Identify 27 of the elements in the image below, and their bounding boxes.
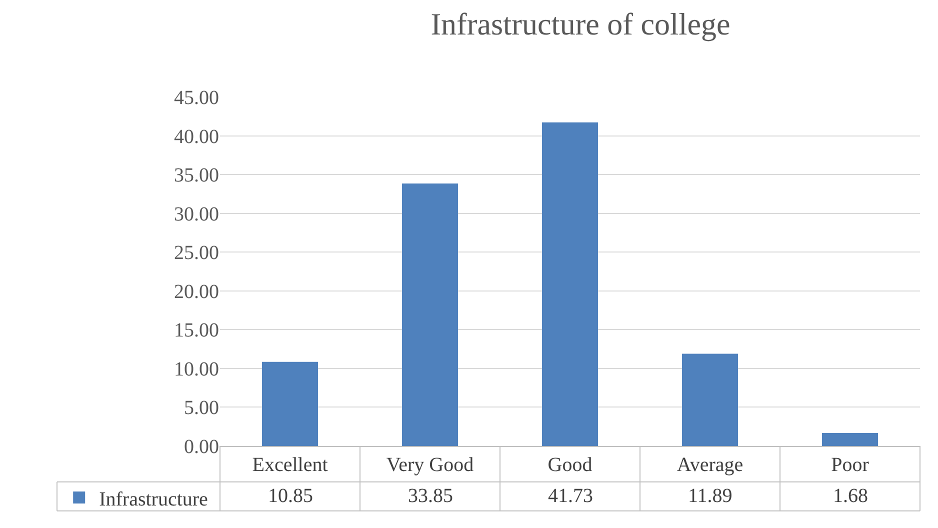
x-tick-label: Excellent xyxy=(252,454,328,476)
y-tick-label: 20.00 xyxy=(174,280,219,303)
data-label: 11.89 xyxy=(688,485,732,507)
bar xyxy=(262,362,318,446)
y-tick-label: 30.00 xyxy=(174,203,219,226)
y-tick-label: 40.00 xyxy=(174,126,219,148)
x-tick-label: Poor xyxy=(831,454,870,476)
bar xyxy=(542,122,598,446)
y-tick-label: 10.00 xyxy=(174,358,219,380)
chart-title: Infrastructure of college xyxy=(430,6,730,42)
bar xyxy=(822,432,878,446)
x-tick-label: Very Good xyxy=(386,454,474,476)
bar xyxy=(682,354,738,446)
data-label: 33.85 xyxy=(408,485,453,507)
x-tick-label: Average xyxy=(676,454,744,476)
data-label: 10.85 xyxy=(268,485,313,507)
y-tick-label: 45.00 xyxy=(174,87,219,109)
bar xyxy=(402,183,458,446)
y-tick-label: 25.00 xyxy=(174,242,219,264)
legend-label: Infrastructure xyxy=(99,488,208,510)
y-tick-label: 5.00 xyxy=(184,397,219,420)
y-tick-label: 0.00 xyxy=(184,436,219,458)
data-label: 1.68 xyxy=(833,485,868,507)
x-tick-label: Good xyxy=(548,454,592,476)
y-tick-label: 35.00 xyxy=(174,164,219,187)
y-tick-label: 15.00 xyxy=(174,320,219,342)
data-label: 41.73 xyxy=(548,485,593,507)
